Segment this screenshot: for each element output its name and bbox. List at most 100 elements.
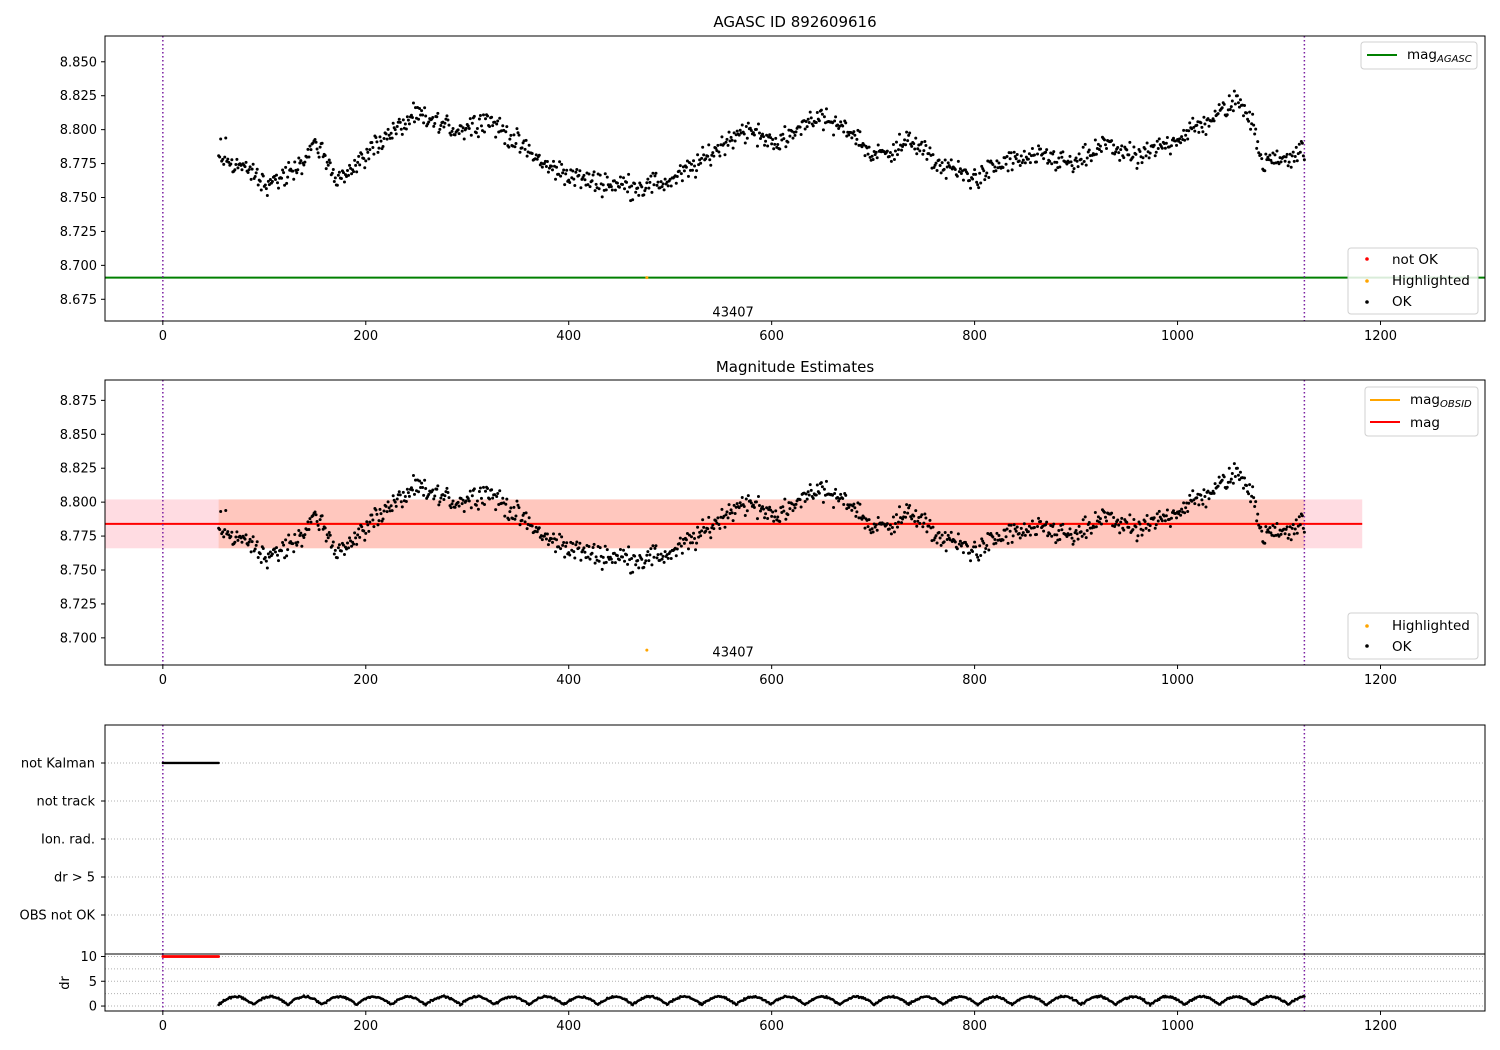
- ok-point: [1084, 536, 1088, 540]
- ok-point: [406, 491, 410, 495]
- ok-point: [1065, 162, 1069, 166]
- x-tick-label: 0: [159, 673, 167, 688]
- ok-point: [412, 120, 416, 124]
- ok-point: [740, 496, 744, 500]
- ok-point: [782, 137, 786, 141]
- ok-point: [513, 145, 517, 149]
- ok-point: [1022, 149, 1026, 153]
- ok-point: [733, 139, 737, 143]
- ok-point: [1284, 155, 1288, 159]
- ok-point: [544, 164, 548, 168]
- ok-point: [871, 158, 875, 162]
- ok-point: [1207, 497, 1211, 501]
- ok-point: [723, 153, 727, 157]
- ok-point: [1120, 144, 1124, 148]
- ok-point: [1028, 161, 1032, 165]
- ok-point: [447, 123, 451, 127]
- ok-point: [948, 538, 952, 542]
- ok-point: [680, 551, 684, 555]
- ok-point: [922, 521, 926, 525]
- ok-point: [1180, 135, 1184, 139]
- ok-point: [555, 165, 559, 169]
- ok-point: [824, 479, 828, 483]
- ok-point: [255, 540, 259, 544]
- ok-point: [1143, 519, 1147, 523]
- ok-point: [462, 510, 466, 514]
- ok-point: [966, 544, 969, 548]
- ok-point: [1058, 538, 1062, 542]
- ok-point: [273, 178, 277, 182]
- ok-point: [943, 158, 947, 162]
- ok-point: [1197, 130, 1201, 134]
- ok-point: [617, 558, 621, 562]
- x-tick-label: 0: [159, 1019, 167, 1034]
- ok-point: [781, 505, 785, 509]
- ok-point: [239, 536, 243, 540]
- ok-point: [462, 137, 466, 141]
- ok-point: [291, 542, 295, 546]
- ok-point: [1283, 532, 1287, 536]
- ok-point: [1263, 169, 1267, 173]
- ok-point: [229, 535, 233, 539]
- ok-point: [387, 133, 391, 137]
- ok-point: [250, 167, 254, 171]
- ok-point: [913, 147, 917, 151]
- ok-point: [503, 514, 507, 518]
- ok-point: [1263, 541, 1267, 545]
- ok-point: [1028, 533, 1032, 537]
- ok-point: [1015, 153, 1019, 157]
- ok-point: [1087, 521, 1091, 525]
- ok-point: [709, 163, 713, 167]
- ok-point: [300, 544, 304, 548]
- ok-point: [666, 556, 670, 560]
- dr-point: [678, 996, 681, 1000]
- ok-point: [303, 533, 307, 537]
- ok-point: [783, 497, 787, 501]
- ok-point: [1268, 153, 1272, 157]
- legend-marker-not-ok: [1365, 257, 1369, 261]
- ok-point: [923, 140, 927, 144]
- ok-point: [1128, 513, 1132, 517]
- ok-point: [1010, 168, 1014, 172]
- ok-point: [618, 547, 622, 551]
- ok-point: [707, 515, 711, 519]
- ok-point: [540, 165, 544, 169]
- ok-point: [420, 481, 424, 485]
- ok-point: [325, 533, 329, 537]
- ok-point: [841, 124, 845, 128]
- ok-point: [961, 551, 965, 555]
- ok-point: [1147, 156, 1151, 160]
- ok-point: [476, 135, 480, 139]
- dr-axis-label: dr: [58, 976, 73, 990]
- ok-point: [600, 567, 604, 571]
- ok-point: [518, 523, 522, 527]
- ok-point: [280, 549, 284, 553]
- y-tick-label: 8.850: [60, 428, 97, 443]
- ok-point: [1116, 518, 1120, 522]
- ok-point: [255, 167, 259, 171]
- ok-point: [1077, 524, 1081, 528]
- ok-point: [867, 518, 871, 522]
- ok-point: [516, 131, 520, 135]
- ok-point: [643, 189, 647, 193]
- dr-point: [949, 998, 953, 1002]
- ok-point: [235, 530, 239, 534]
- ok-point: [1290, 526, 1294, 530]
- ok-point: [615, 181, 619, 185]
- ok-point: [224, 509, 228, 513]
- ok-point: [468, 117, 472, 121]
- ok-point: [387, 506, 391, 510]
- ok-point: [283, 556, 287, 560]
- ok-point: [1032, 153, 1036, 157]
- ok-point: [1096, 515, 1100, 519]
- ok-point: [335, 556, 339, 560]
- ok-point: [928, 146, 932, 150]
- ok-point: [318, 145, 322, 149]
- ok-point: [406, 118, 410, 122]
- ok-point: [903, 138, 907, 142]
- ok-point: [821, 128, 825, 132]
- ok-point: [1187, 501, 1191, 505]
- ok-point: [1014, 157, 1018, 161]
- ok-point: [995, 159, 999, 163]
